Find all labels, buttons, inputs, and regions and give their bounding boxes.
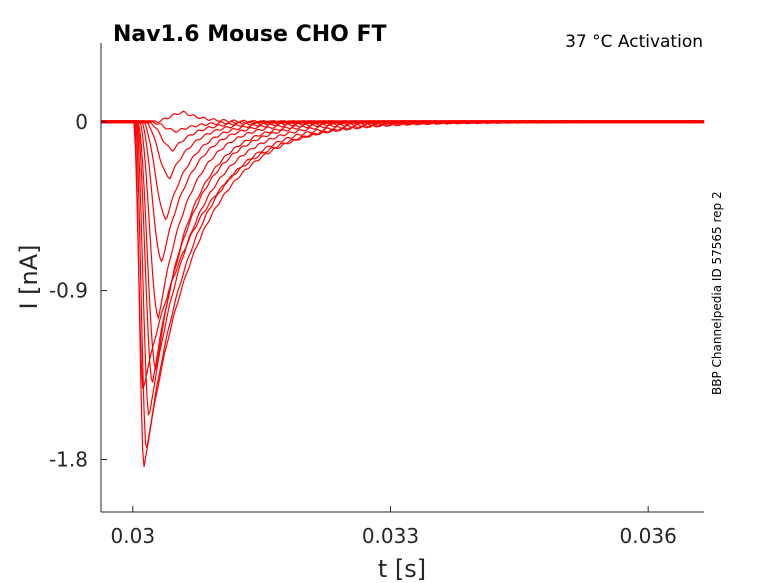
- chart-title: Nav1.6 Mouse CHO FT: [113, 22, 387, 47]
- current-trace-11: [100, 120, 705, 449]
- current-trace-6: [100, 120, 705, 263]
- channelpedia-id-label: BBP Channelpedia ID 57565 rep 2: [710, 191, 724, 395]
- chart-subtitle: 37 °C Activation: [565, 32, 703, 52]
- current-trace-7: [100, 120, 705, 321]
- x-ticks: 0.03 0.033 0.036: [111, 506, 677, 548]
- axes: [100, 43, 704, 513]
- x-tick-label: 0.033: [362, 524, 419, 548]
- x-tick-label: 0.03: [111, 524, 156, 548]
- y-tick-label: -0.9: [49, 279, 88, 303]
- y-ticks: 0 -0.9 -1.8: [49, 110, 107, 471]
- current-trace-4: [100, 120, 705, 180]
- y-tick-label: 0: [75, 110, 88, 134]
- x-tick-label: 0.036: [620, 524, 677, 548]
- y-axis-label: I [nA]: [15, 244, 43, 309]
- x-axis-label: t [s]: [378, 555, 426, 583]
- plot-lines: [100, 110, 705, 468]
- current-trace-10: [100, 120, 705, 417]
- current-trace-13: [100, 120, 705, 390]
- y-tick-label: -1.8: [49, 447, 88, 471]
